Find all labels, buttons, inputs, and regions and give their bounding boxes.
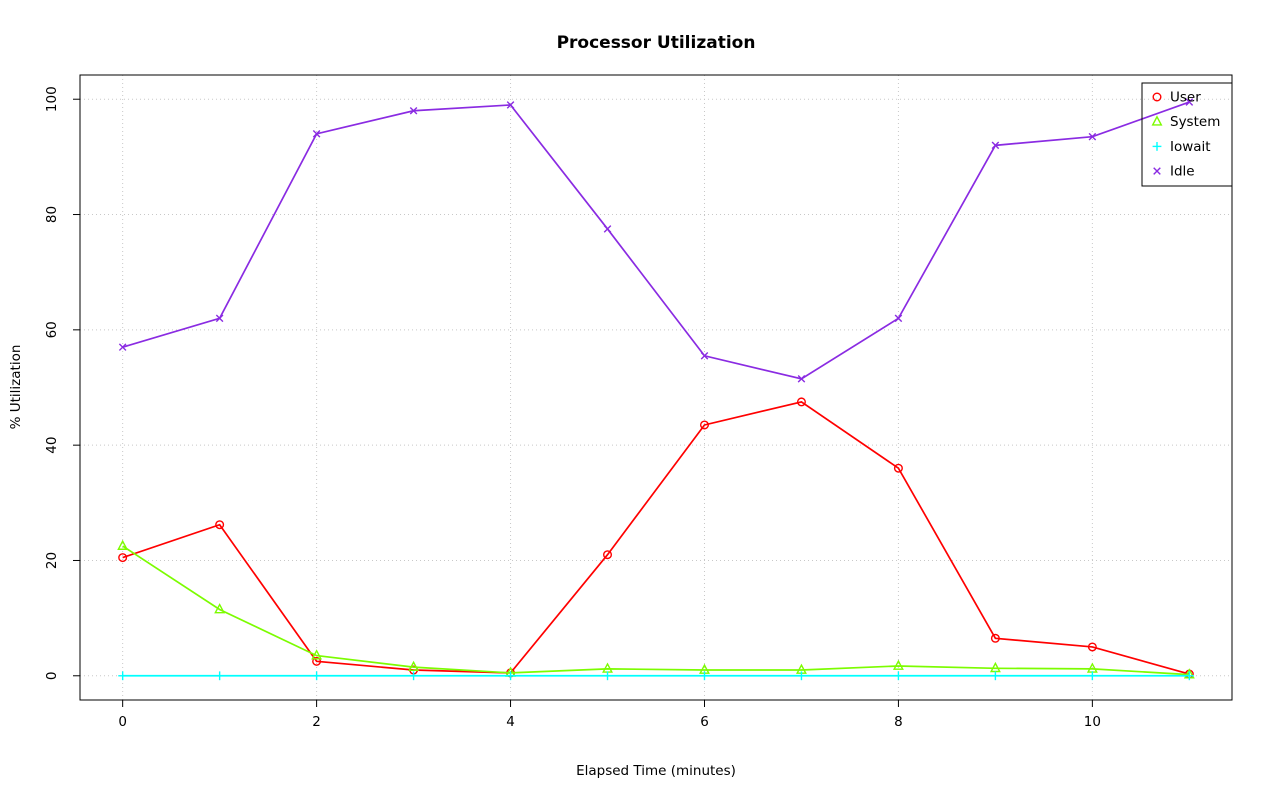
series-system-line xyxy=(122,545,1190,676)
x-tick-label: 10 xyxy=(1084,714,1101,730)
y-tick-label: 20 xyxy=(44,552,60,569)
x-tick-label: 4 xyxy=(506,714,515,730)
legend-label-user: User xyxy=(1170,90,1201,106)
x-tick-label: 8 xyxy=(894,714,903,730)
y-tick-label: 0 xyxy=(44,671,60,680)
series-user xyxy=(118,397,1194,679)
series-user-line xyxy=(122,401,1190,675)
gridlines xyxy=(80,75,1232,700)
axis-ticks xyxy=(73,98,1093,707)
legend-label-idle: Idle xyxy=(1170,164,1195,180)
y-tick-label: 80 xyxy=(44,206,60,223)
x-tick-label: 2 xyxy=(312,714,321,730)
x-tick-label: 0 xyxy=(118,714,127,730)
y-axis-label: % Utilization xyxy=(8,344,24,430)
x-tick-label: 6 xyxy=(700,714,709,730)
series-iowait xyxy=(118,671,1194,681)
x-axis-label: Elapsed Time (minutes) xyxy=(576,763,736,779)
y-tick-label: 100 xyxy=(44,86,60,112)
legend-label-iowait: Iowait xyxy=(1170,139,1211,155)
legend-label-system: System xyxy=(1170,114,1220,130)
y-tick-label: 60 xyxy=(44,321,60,338)
legend: User System Iowait Idle xyxy=(1141,82,1233,187)
series-idle-line xyxy=(122,101,1190,380)
series-idle xyxy=(118,98,1194,383)
plot-border xyxy=(79,74,1233,701)
series-system xyxy=(117,539,1195,679)
chart-title: Processor Utilization xyxy=(556,33,756,53)
y-tick-label: 40 xyxy=(44,437,60,454)
legend-box xyxy=(1141,82,1233,187)
